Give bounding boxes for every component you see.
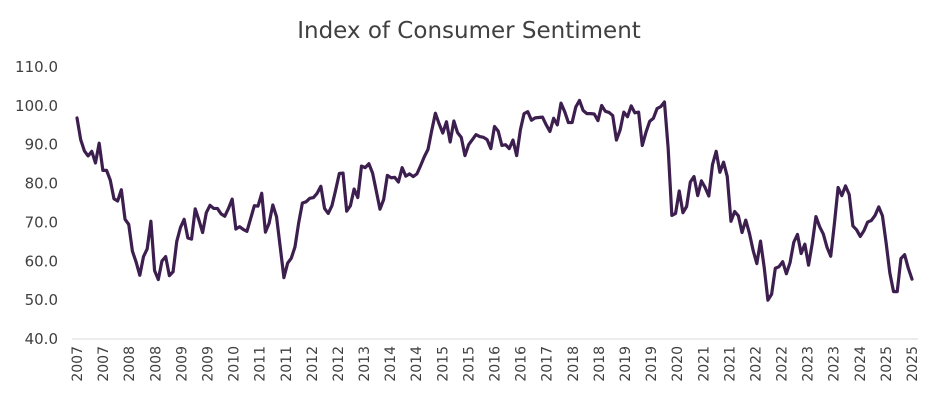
x-tick-label: 2019	[618, 346, 634, 382]
x-tick-label: 2025	[905, 346, 921, 382]
x-tick-label: 2016	[514, 346, 530, 382]
chart-title: Index of Consumer Sentiment	[297, 18, 641, 44]
x-tick-label: 2019	[644, 346, 660, 382]
x-tick-label: 2023	[801, 346, 817, 382]
y-tick-label: 50.0	[25, 291, 58, 309]
series-line-consumer-sentiment	[75, 98, 914, 302]
x-tick-label: 2017	[540, 346, 556, 382]
x-axis: 2007 2007 2008 2008 2009 2009 2010 2011 2011 2012…	[70, 346, 921, 382]
x-tick-label: 2007	[96, 346, 112, 382]
x-tick-label: 2020	[670, 346, 686, 382]
y-tick-label: 80.0	[25, 175, 58, 193]
x-tick-label: 2021	[722, 346, 738, 382]
x-tick-label: 2018	[592, 346, 608, 382]
y-tick-label: 70.0	[25, 213, 58, 231]
y-tick-label: 60.0	[25, 252, 58, 270]
x-tick-label: 2013	[357, 346, 373, 382]
x-tick-label: 2011	[253, 346, 269, 382]
y-tick-label: 110.0	[15, 58, 58, 76]
y-tick-label: 40.0	[25, 330, 58, 348]
y-axis: 40.0 50.0 60.0 70.0 80.0 90.0 100.0 110.0	[15, 58, 58, 348]
x-tick-label: 2014	[383, 346, 399, 382]
x-tick-label: 2007	[70, 346, 86, 382]
x-tick-label: 2014	[409, 346, 425, 382]
x-tick-label: 2022	[775, 346, 791, 382]
x-tick-label: 2021	[696, 346, 712, 382]
x-tick-label: 2011	[279, 346, 295, 382]
x-tick-label: 2018	[566, 346, 582, 382]
x-tick-label: 2015	[435, 346, 451, 382]
x-tick-label: 2015	[461, 346, 477, 382]
x-tick-label: 2010	[227, 346, 243, 382]
x-tick-label: 2024	[853, 346, 869, 382]
x-tick-label: 2016	[488, 346, 504, 382]
y-tick-label: 90.0	[25, 136, 58, 154]
x-tick-label: 2008	[122, 346, 138, 382]
x-tick-label: 2023	[827, 346, 843, 382]
x-tick-label: 2009	[200, 346, 216, 382]
x-tick-label: 2009	[174, 346, 190, 382]
x-tick-label: 2022	[748, 346, 764, 382]
x-tick-label: 2008	[148, 346, 164, 382]
x-tick-label: 2025	[879, 346, 895, 382]
x-tick-label: 2012	[305, 346, 321, 382]
y-tick-label: 100.0	[15, 97, 58, 115]
x-tick-label: 2012	[331, 346, 347, 382]
